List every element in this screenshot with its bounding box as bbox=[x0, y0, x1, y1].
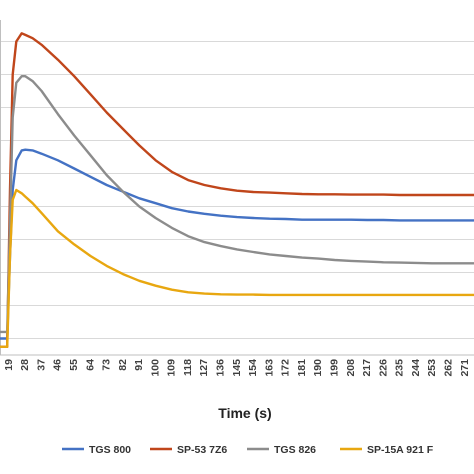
x-tick-label: 37 bbox=[35, 359, 47, 371]
x-tick-label: 82 bbox=[117, 359, 129, 371]
x-tick-label: 163 bbox=[263, 359, 275, 377]
x-tick-label: 154 bbox=[247, 359, 259, 377]
axes bbox=[0, 20, 474, 356]
x-tick-label: 145 bbox=[231, 359, 243, 377]
series-line-3 bbox=[0, 188, 474, 348]
legend-label-2: TGS 826 bbox=[274, 444, 316, 456]
series-line-2 bbox=[0, 75, 474, 334]
x-tick-label: 271 bbox=[459, 359, 471, 377]
x-tick-label: 127 bbox=[198, 359, 210, 377]
x-axis-title: Time (s) bbox=[218, 405, 271, 421]
x-tick-label: 28 bbox=[19, 359, 31, 371]
x-tick-label: 199 bbox=[328, 359, 340, 377]
x-tick-label: 235 bbox=[394, 359, 406, 377]
series-line-1 bbox=[0, 32, 474, 348]
legend: TGS 800 SP-53 7Z6 TGS 826 SP-15A 921 F bbox=[62, 444, 434, 456]
legend-label-0: TGS 800 bbox=[89, 444, 131, 456]
x-tick-label: 217 bbox=[361, 359, 373, 377]
x-tick-label: 73 bbox=[100, 359, 112, 371]
x-tick-label: 55 bbox=[68, 359, 80, 371]
x-tick-label: 64 bbox=[84, 359, 96, 371]
x-tick-label: 91 bbox=[133, 359, 145, 371]
x-tick-label: 208 bbox=[345, 359, 357, 377]
x-tick-label: 262 bbox=[442, 359, 454, 377]
series-lines bbox=[0, 32, 474, 348]
x-tick-label: 226 bbox=[377, 359, 389, 377]
x-tick-labels: 19 28 37 46 55 64 73 82 91 100 109 118 127 136 145 154 1… bbox=[3, 359, 471, 377]
x-tick-label: 109 bbox=[166, 359, 178, 377]
legend-label-3: SP-15A 921 F bbox=[367, 444, 434, 456]
x-tick-label: 244 bbox=[410, 359, 422, 377]
x-tick-label: 136 bbox=[214, 359, 226, 377]
series-line-0 bbox=[0, 148, 474, 340]
x-tick-label: 19 bbox=[3, 359, 15, 371]
legend-label-1: SP-53 7Z6 bbox=[177, 444, 227, 456]
x-tick-label: 253 bbox=[426, 359, 438, 377]
x-tick-label: 172 bbox=[280, 359, 292, 377]
x-tick-label: 118 bbox=[182, 359, 194, 376]
x-tick-label: 181 bbox=[296, 359, 308, 377]
x-tick-label: 190 bbox=[312, 359, 324, 377]
x-tick-label: 46 bbox=[52, 359, 64, 371]
x-tick-label: 100 bbox=[149, 359, 161, 377]
